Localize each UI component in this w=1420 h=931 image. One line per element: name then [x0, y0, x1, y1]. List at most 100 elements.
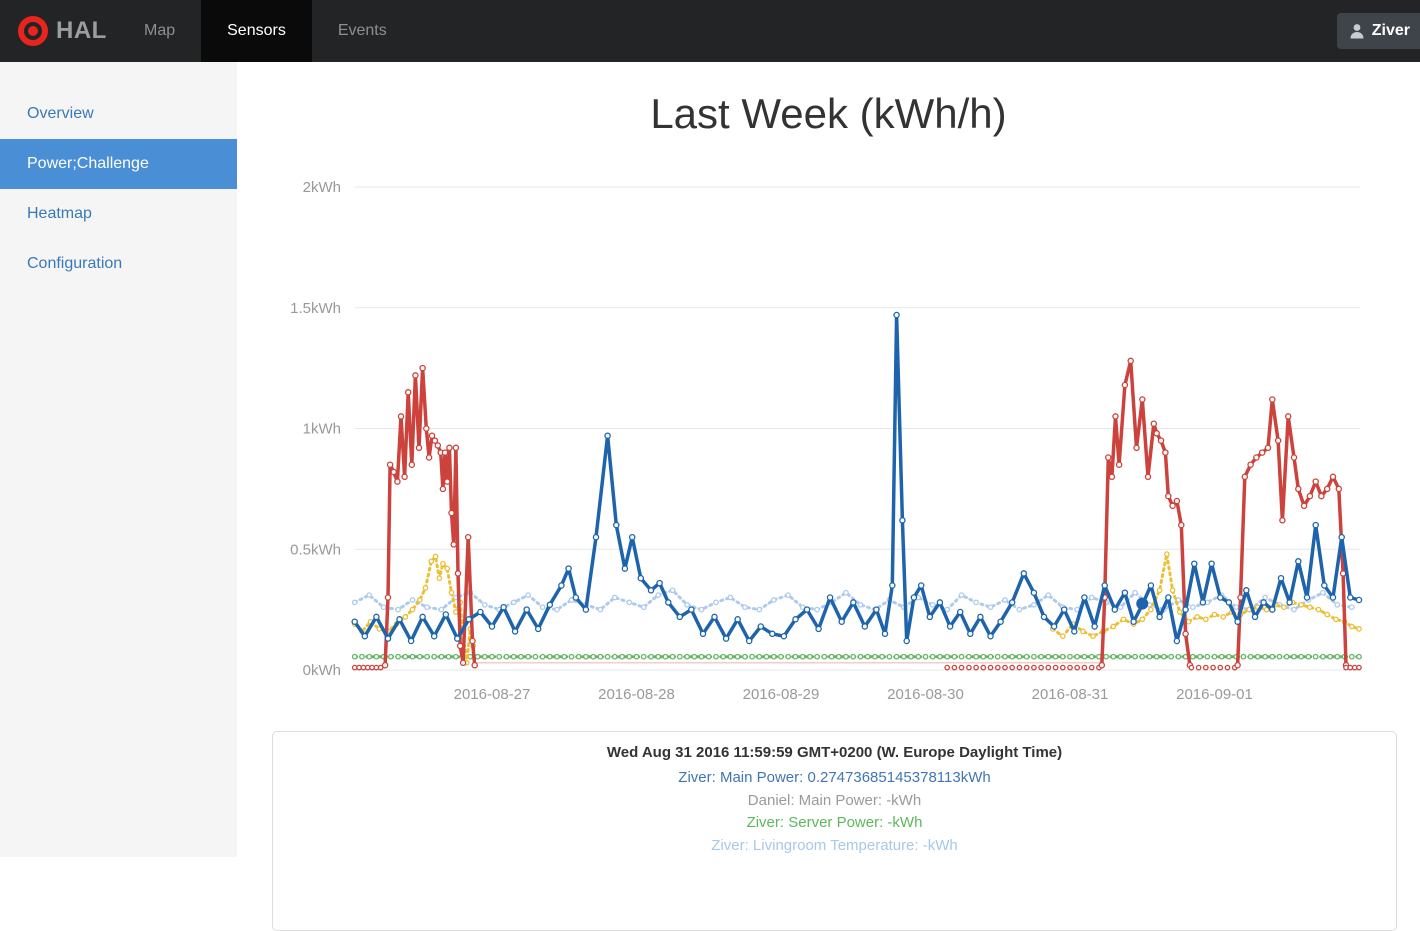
series-ziver-livingroom-temperature-point	[973, 599, 979, 606]
series-ziver-server-power-point	[1269, 653, 1276, 660]
series-ziver-main-power-point	[628, 533, 636, 541]
series-ziver-server-power-point	[749, 653, 755, 660]
series-ziver-main-power-point	[604, 432, 611, 439]
series-ziver-main-power-point	[665, 599, 672, 606]
series-red-power-point	[1045, 664, 1052, 671]
sidebar-item-overview[interactable]: Overview	[27, 105, 94, 122]
series-red-power-point	[1202, 664, 1209, 671]
series-ziver-livingroom-temperature-point	[1233, 604, 1240, 611]
series-ziver-server-power-point	[1045, 653, 1052, 660]
series-ziver-main-power-point	[1338, 533, 1345, 541]
series-ziver-main-power-point	[558, 582, 565, 589]
series-ziver-server-power-point	[734, 653, 741, 660]
series-ziver-main-power-point	[572, 594, 580, 601]
power-chart[interactable]: 0kWh 0.5kWh 1kWh 1.5kWh 2kWh 2016-08-27 2016-0…	[0, 0, 1420, 730]
series-red-power-point	[973, 664, 979, 671]
series-ziver-livingroom-temperature-point	[713, 599, 719, 606]
series-ziver-server-power-point	[1247, 653, 1254, 660]
series-ziver-livingroom-temperature-point	[395, 606, 401, 613]
nav-item-map[interactable]: Map	[144, 22, 176, 39]
series-ziver-livingroom-temperature-point	[655, 592, 662, 598]
series-ziver-server-power-point	[1298, 653, 1305, 660]
series-ziver-server-power-point	[828, 653, 835, 660]
series-red-power-point	[381, 661, 389, 669]
series-ziver-server-power-point	[1197, 653, 1203, 660]
series-ziver-main-power-point	[967, 630, 974, 638]
nav-item-events[interactable]: Events	[337, 22, 387, 39]
user-menu[interactable]: Ziver	[1336, 13, 1420, 49]
series-yellow-power-point	[1281, 604, 1287, 611]
series-ziver-server-power-point	[1067, 653, 1073, 660]
series-red-power-point	[1274, 437, 1282, 444]
series-ziver-main-power-point	[1111, 606, 1119, 613]
sidebar-item-power-challenge[interactable]: Power;Challenge	[0, 139, 237, 189]
series-red-power-point	[412, 372, 419, 379]
series-ziver-livingroom-temperature-point	[525, 592, 531, 598]
series-ziver-main-power-point	[956, 608, 964, 616]
series-red-power-point	[1178, 521, 1185, 529]
series-yellow-power-point	[1324, 611, 1331, 618]
series-red-power-point	[401, 473, 408, 481]
series-yellow-power-point	[448, 589, 455, 596]
series-ziver-main-power-point	[1030, 589, 1038, 596]
hover-timestamp: Wed Aug 31 2016 11:59:59 GMT+0200 (W. Eu…	[606, 744, 1063, 761]
series-ziver-server-power-point	[1059, 653, 1066, 660]
highlighted-point[interactable]	[1136, 597, 1149, 610]
series-ziver-server-power-point	[900, 653, 907, 660]
series-red-power-point	[1144, 473, 1152, 481]
series-ziver-livingroom-temperature-point	[1031, 601, 1037, 608]
series-red-power-point	[1088, 664, 1095, 671]
series-ziver-server-power-point	[662, 653, 669, 660]
series-ziver-main-power-point	[511, 628, 519, 635]
series-ziver-server-power-point	[965, 653, 972, 660]
series-ziver-livingroom-temperature-point	[539, 604, 546, 611]
series-ziver-livingroom-temperature-point	[424, 604, 430, 611]
sidebar-item-configuration[interactable]: Configuration	[27, 255, 123, 272]
x-tick-label: 2016-08-29	[743, 686, 820, 703]
series-ziver-server-power-point	[554, 653, 560, 660]
series-ziver-server-power-point	[1081, 653, 1088, 660]
series-red-power-point	[1169, 502, 1176, 510]
series-ziver-server-power-point	[684, 653, 690, 660]
series-yellow-power-point	[444, 565, 451, 572]
series-ziver-server-power-point	[879, 653, 885, 660]
series-ziver-main-power-point	[500, 603, 507, 611]
series-yellow-power-point	[1090, 633, 1096, 640]
series-red-power-point	[1182, 630, 1189, 638]
series-ziver-livingroom-temperature-point	[1189, 604, 1196, 611]
series-ziver-main-power-point	[384, 635, 392, 642]
series-yellow-power-point	[432, 553, 439, 560]
series-red-power-point	[1335, 485, 1343, 493]
series-ziver-livingroom-temperature-point	[770, 597, 777, 603]
series-ziver-server-power-point	[1226, 653, 1232, 660]
series-ziver-main-power-point	[1225, 599, 1233, 606]
series-ziver-server-power-point	[1240, 653, 1247, 660]
series-ziver-server-power-point	[669, 653, 676, 660]
series-ziver-server-power-point	[951, 653, 958, 660]
series-ziver-server-power-point	[756, 653, 763, 660]
series-ziver-main-power-point	[373, 613, 380, 621]
series-ziver-server-power-point	[886, 653, 893, 660]
series-yellow-power-point	[1163, 551, 1170, 557]
series-ziver-server-power-point	[373, 653, 380, 660]
series-red-power-point	[1112, 413, 1119, 420]
series-ziver-server-power-point	[987, 653, 994, 660]
series-yellow-power-point	[1211, 611, 1218, 618]
nav-item-sensors[interactable]: Sensors	[201, 0, 312, 62]
series-red-power-point	[1023, 664, 1030, 671]
brand-text: HAL	[56, 17, 107, 44]
series-ziver-server-power-point	[857, 653, 864, 660]
brand[interactable]: HAL	[18, 0, 107, 62]
series-ziver-server-power-point	[742, 653, 748, 660]
series-ziver-server-power-point	[944, 653, 951, 660]
sidebar-item-heatmap[interactable]: Heatmap	[27, 205, 92, 222]
series-red-power-point	[987, 664, 994, 671]
series-ziver-server-power-point	[821, 653, 828, 660]
series-ziver-server-power-point	[1088, 653, 1095, 660]
series-ziver-server-power-point	[496, 653, 503, 660]
series-red-power-point	[439, 485, 447, 493]
series-red-power-point	[1295, 485, 1302, 493]
series-yellow-power-point	[1139, 616, 1146, 623]
series-ziver-server-power-point	[1204, 653, 1211, 660]
series-ziver-main-power-point	[1243, 587, 1250, 594]
